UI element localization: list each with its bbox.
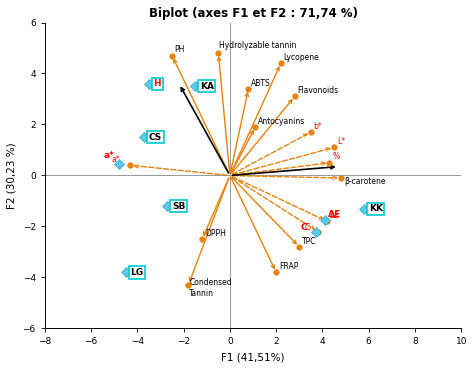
Y-axis label: F2 (30,23 %): F2 (30,23 %) [7,142,17,209]
Text: C: C [304,223,310,232]
Text: C: C [301,223,308,232]
Text: Flavonoids: Flavonoids [298,86,338,95]
Text: ΔE: ΔE [328,210,341,219]
Text: β-carotene: β-carotene [344,177,385,186]
Title: Biplot (axes F1 et F2 : 71,74 %): Biplot (axes F1 et F2 : 71,74 %) [148,7,357,20]
X-axis label: F1 (41,51%): F1 (41,51%) [221,352,285,362]
Text: CS: CS [149,133,162,142]
Text: ABTS: ABTS [251,79,271,87]
Text: FRAP: FRAP [279,262,298,271]
Text: SB: SB [172,201,185,211]
Text: Lycopene: Lycopene [283,53,319,62]
Text: TPC: TPC [302,237,317,246]
Text: %: % [332,152,339,162]
Text: H: H [154,79,161,88]
Text: b*: b* [314,122,322,131]
Text: LG: LG [130,268,144,277]
Text: Hydrolyzable tannin: Hydrolyzable tannin [219,41,297,50]
Text: Condensed
Tannin: Condensed Tannin [190,279,232,298]
Text: a*: a* [111,155,120,164]
Text: KK: KK [369,204,383,213]
Text: a*: a* [103,151,114,160]
Text: PH: PH [174,45,185,54]
Text: KA: KA [200,82,214,91]
Text: ΔE: ΔE [330,211,340,220]
Text: Antocyanins: Antocyanins [258,117,305,126]
Text: L*: L* [337,137,345,146]
Text: DPPH: DPPH [205,229,226,238]
